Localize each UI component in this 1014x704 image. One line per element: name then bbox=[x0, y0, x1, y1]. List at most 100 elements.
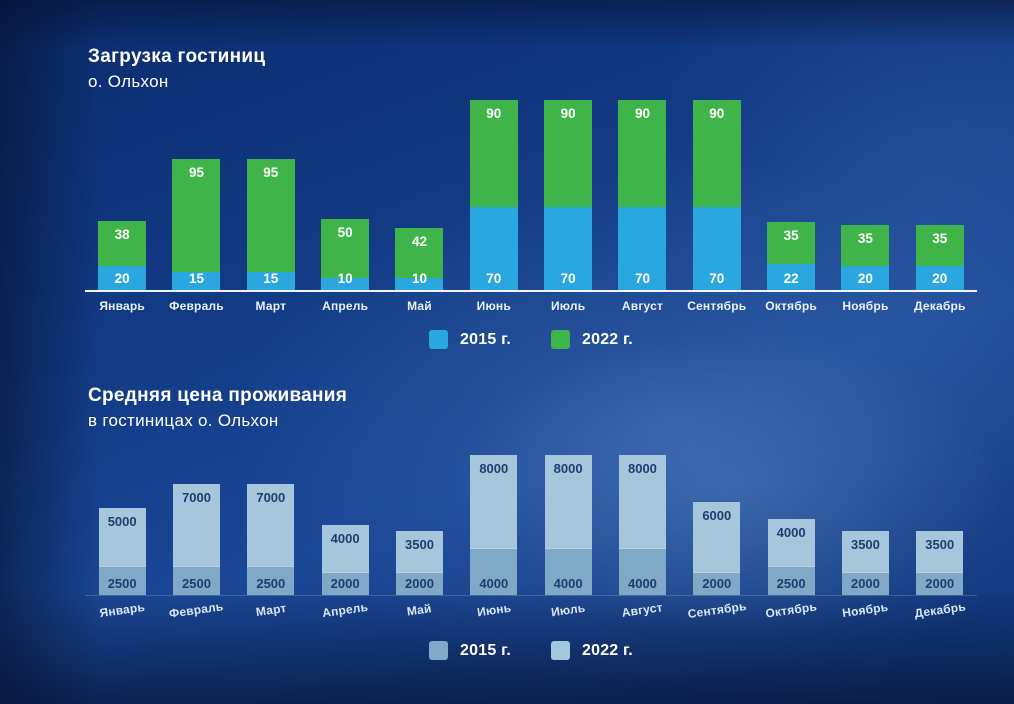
bar-segment-2022: 35 bbox=[767, 222, 816, 264]
bar-group: 90 70 bbox=[605, 99, 679, 290]
month-label: Октябрь bbox=[765, 299, 817, 313]
bar-segment-2022: 90 bbox=[692, 99, 741, 207]
bar-value-label: 90 bbox=[486, 105, 502, 121]
bar-group: 35 20 bbox=[828, 224, 902, 290]
legend-label-2015: 2015 г. bbox=[460, 641, 511, 659]
bar-value-label: 38 bbox=[114, 226, 130, 242]
bar-value-label: 4000 bbox=[330, 531, 360, 547]
month-label: Январь bbox=[98, 599, 146, 621]
bar-value-label: 2500 bbox=[182, 576, 211, 591]
bar-segment-2015: 70 bbox=[544, 206, 593, 290]
bar-value-label: 22 bbox=[783, 270, 799, 286]
bar-segment-2015: 4000 bbox=[470, 548, 518, 595]
month-label: Апрель bbox=[321, 599, 369, 621]
month-label: Ноябрь bbox=[842, 299, 889, 313]
bar-segment-2022: 3500 bbox=[916, 530, 964, 572]
legend-swatch-2015 bbox=[429, 641, 449, 660]
price-legend: 2015 г. 2022 г. bbox=[85, 641, 977, 660]
background-shade-top bbox=[0, 0, 1014, 48]
occupancy-legend: 2015 г. 2022 г. bbox=[85, 330, 977, 349]
bar-segment-2015: 70 bbox=[469, 206, 518, 290]
bar-value-label: 10 bbox=[337, 270, 353, 286]
month-label: Декабрь bbox=[913, 299, 966, 313]
bar-value-label: 70 bbox=[560, 270, 576, 286]
month-label: Март bbox=[254, 600, 287, 620]
bar-segment-2022: 3500 bbox=[841, 530, 889, 572]
bar-segment-2015: 2000 bbox=[841, 571, 889, 595]
bar-group: 38 20 bbox=[85, 220, 159, 290]
bar-segment-2022: 8000 bbox=[544, 455, 592, 549]
occupancy-month-axis: Январь Февраль Март Апрель Май Июнь Июль Август… bbox=[85, 299, 977, 313]
bar-segment-2015: 2000 bbox=[321, 571, 369, 595]
bar-group: 95 15 bbox=[159, 159, 233, 290]
bar-value-label: 35 bbox=[783, 228, 799, 244]
bar-value-label: 2500 bbox=[107, 576, 137, 591]
bar-segment-2015: 2500 bbox=[98, 565, 146, 595]
bar-segment-2022: 38 bbox=[98, 220, 147, 267]
month-label: Февраль bbox=[169, 299, 224, 313]
bar-segment-2022: 6000 bbox=[693, 501, 741, 572]
bar-value-label: 2500 bbox=[776, 576, 806, 591]
bar-value-label: 20 bbox=[932, 270, 948, 286]
bar-group: 35 20 bbox=[903, 224, 977, 290]
bar-group: 8000 4000 bbox=[605, 455, 679, 595]
month-label: Май bbox=[407, 299, 432, 313]
bar-segment-2015: 20 bbox=[841, 266, 890, 290]
bar-segment-2015: 22 bbox=[767, 263, 816, 290]
bar-group: 95 15 bbox=[234, 159, 308, 290]
bar-value-label: 2500 bbox=[256, 576, 286, 591]
bar-segment-2022: 90 bbox=[544, 99, 593, 207]
bar-value-label: 4000 bbox=[553, 576, 583, 591]
month-label: Май bbox=[406, 601, 433, 619]
month-label: Февраль bbox=[168, 599, 225, 621]
bar-group: 8000 4000 bbox=[457, 455, 531, 595]
legend-item-2022: 2022 г. bbox=[551, 330, 633, 349]
month-label: Август bbox=[621, 600, 664, 620]
month-label: Октябрь bbox=[764, 599, 818, 621]
bar-segment-2015: 10 bbox=[321, 271, 370, 290]
bar-group: 90 70 bbox=[680, 99, 754, 290]
month-label: Июнь bbox=[475, 600, 512, 620]
bar-value-label: 5000 bbox=[107, 513, 137, 529]
bar-value-label: 2000 bbox=[702, 576, 732, 591]
bar-segment-2022: 90 bbox=[469, 99, 518, 207]
bar-segment-2022: 3500 bbox=[395, 530, 443, 572]
legend-swatch-2022 bbox=[551, 641, 570, 660]
legend-item-2022: 2022 г. bbox=[551, 641, 633, 660]
month-label: Сентябрь bbox=[687, 299, 747, 313]
bar-group: 90 70 bbox=[531, 99, 605, 290]
month-label: Январь bbox=[99, 299, 145, 313]
bar-segment-2022: 5000 bbox=[98, 507, 146, 566]
bar-value-label: 35 bbox=[932, 230, 948, 246]
bar-segment-2022: 4000 bbox=[321, 525, 369, 572]
bar-segment-2022: 8000 bbox=[618, 455, 666, 549]
bar-segment-2015: 2000 bbox=[916, 571, 964, 595]
bar-segment-2022: 50 bbox=[321, 218, 370, 279]
bar-value-label: 95 bbox=[188, 165, 204, 181]
bar-value-label: 42 bbox=[411, 234, 427, 250]
bar-segment-2015: 2000 bbox=[395, 571, 443, 595]
bar-value-label: 7000 bbox=[182, 490, 211, 506]
bar-segment-2022: 95 bbox=[246, 159, 295, 273]
bar-segment-2015: 15 bbox=[172, 271, 221, 290]
bar-segment-2015: 2500 bbox=[172, 565, 220, 595]
month-label: Август bbox=[621, 299, 664, 313]
bar-segment-2015: 10 bbox=[395, 271, 444, 290]
bar-group: 90 70 bbox=[457, 99, 531, 290]
legend-swatch-2015 bbox=[429, 330, 449, 349]
bar-group: 7000 2500 bbox=[234, 484, 308, 595]
bar-value-label: 3500 bbox=[850, 536, 880, 552]
bar-value-label: 70 bbox=[634, 270, 650, 286]
bar-segment-2022: 35 bbox=[915, 224, 964, 267]
bar-value-label: 3500 bbox=[925, 536, 955, 552]
month-label: Июль bbox=[550, 600, 587, 620]
bar-segment-2015: 15 bbox=[246, 271, 295, 290]
bar-group: 42 10 bbox=[382, 228, 456, 290]
bar-value-label: 35 bbox=[857, 230, 873, 246]
bar-segment-2022: 95 bbox=[172, 159, 221, 273]
month-label: Сентябрь bbox=[686, 598, 748, 622]
price-month-axis: Январь Февраль Март Апрель Май Июнь Июль Август… bbox=[85, 599, 977, 621]
month-label: Ноябрь bbox=[841, 599, 890, 621]
bar-group: 5000 2500 bbox=[85, 507, 159, 595]
